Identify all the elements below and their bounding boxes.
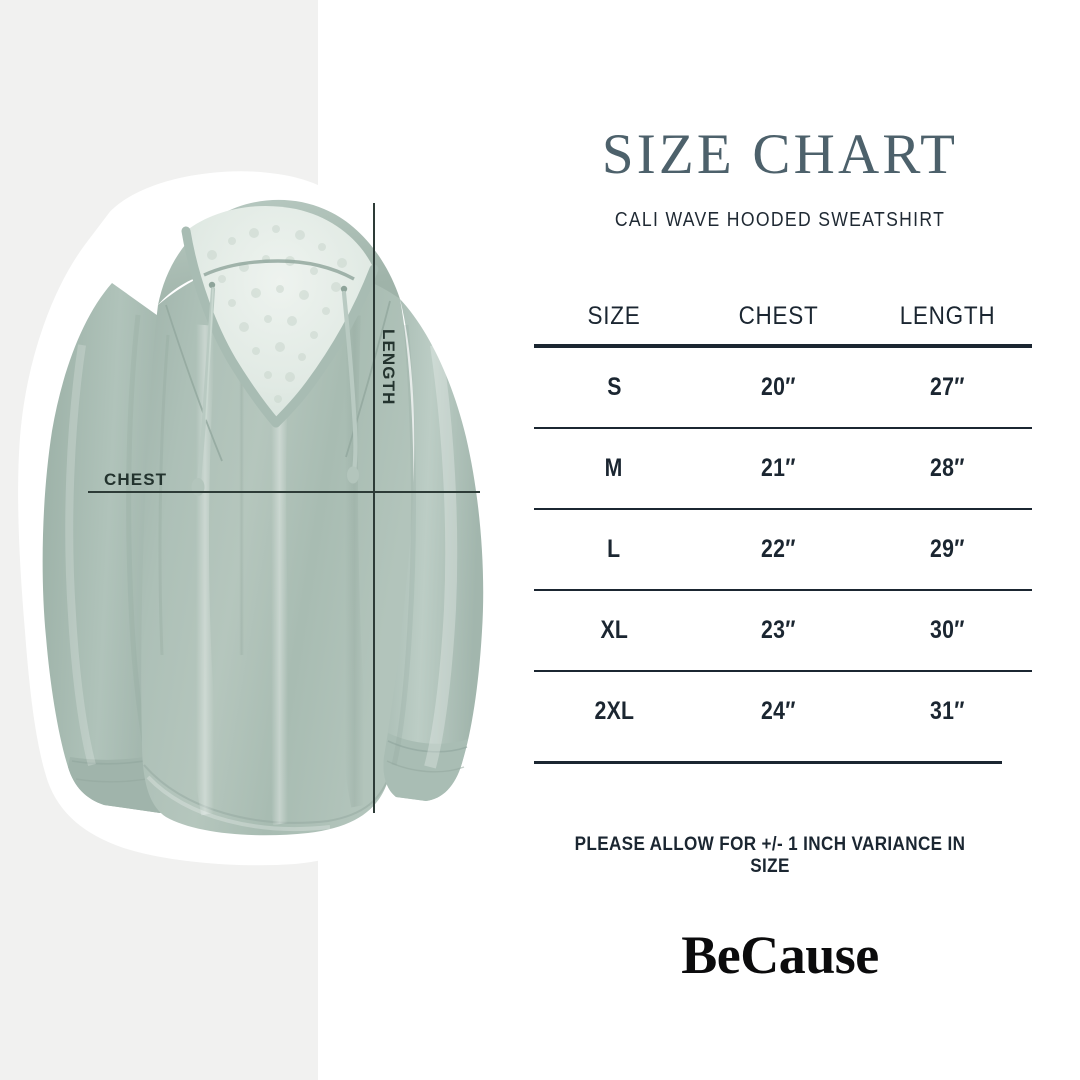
cell-size: M (534, 428, 694, 509)
cell-chest: 24″ (694, 671, 863, 751)
length-measure-label: LENGTH (379, 329, 398, 406)
cell-size-value: S (606, 373, 622, 401)
cell-chest-value: 23″ (761, 616, 796, 644)
cell-size-value: XL (600, 616, 628, 644)
garment-image (8, 165, 528, 885)
chest-measure-line (88, 491, 480, 493)
table-row: M 21″ 28″ (534, 428, 1032, 509)
hoodie-illustration (18, 171, 526, 866)
table-bottom-rule (534, 761, 1002, 764)
cell-chest: 23″ (694, 590, 863, 671)
column-header-length: LENGTH (899, 301, 996, 330)
table-row: S 20″ 27″ (534, 346, 1032, 428)
cell-length: 28″ (863, 428, 1032, 509)
table-header-row: SIZE CHEST LENGTH (534, 288, 1032, 346)
cell-size-value: 2XL (594, 697, 634, 725)
cell-length-value: 27″ (930, 373, 965, 401)
column-header-chest: CHEST (738, 301, 819, 330)
right-sleeve (383, 299, 484, 801)
cell-chest-value: 22″ (761, 535, 796, 563)
brand-logo: BeCause (681, 925, 879, 985)
cell-size-value: M (605, 454, 623, 482)
cell-chest-value: 20″ (761, 373, 796, 401)
table-row: 2XL 24″ 31″ (534, 671, 1032, 751)
cell-length-value: 29″ (930, 535, 965, 563)
drawstring-eyelet-left (208, 281, 216, 289)
cell-size: XL (534, 590, 694, 671)
product-name: CALI WAVE HOODED SWEATSHIRT (614, 209, 946, 231)
cell-length: 27″ (863, 346, 1032, 428)
size-table-body: S 20″ 27″ M 21″ 28″ L 22″ 29″ XL 23″ (534, 346, 1032, 751)
cell-chest-value: 24″ (761, 697, 796, 725)
column-header-size: SIZE (587, 301, 641, 330)
variance-note: PLEASE ALLOW FOR +/- 1 INCH VARIANCE IN … (574, 834, 966, 877)
drawstring-aglet-left (191, 478, 205, 496)
cell-length: 31″ (863, 671, 1032, 751)
drawstring-eyelet-right (340, 285, 348, 293)
cell-length-value: 30″ (930, 616, 965, 644)
cell-chest-value: 21″ (761, 454, 796, 482)
chest-measure-label: CHEST (104, 470, 168, 489)
size-table-head: SIZE CHEST LENGTH (534, 288, 1032, 346)
drawstrings (191, 286, 359, 496)
cell-size: S (534, 346, 694, 428)
cell-length-value: 28″ (930, 454, 965, 482)
table-row: XL 23″ 30″ (534, 590, 1032, 671)
cell-size: 2XL (534, 671, 694, 751)
cell-length: 30″ (863, 590, 1032, 671)
size-chart-panel: SIZE CHART CALI WAVE HOODED SWEATSHIRT S… (520, 0, 1080, 1080)
page-title: SIZE CHART (601, 123, 959, 186)
cell-size: L (534, 509, 694, 590)
cell-chest: 21″ (694, 428, 863, 509)
table-row: L 22″ 29″ (534, 509, 1032, 590)
length-measure-line (373, 203, 375, 813)
hood (158, 199, 400, 428)
cell-length-value: 31″ (930, 697, 965, 725)
size-table: SIZE CHEST LENGTH S 20″ 27″ M 21″ 28″ L (534, 288, 1032, 751)
cell-length: 29″ (863, 509, 1032, 590)
drawstring-aglet-right (347, 466, 359, 484)
cell-chest: 22″ (694, 509, 863, 590)
cell-chest: 20″ (694, 346, 863, 428)
cell-size-value: L (607, 535, 621, 563)
